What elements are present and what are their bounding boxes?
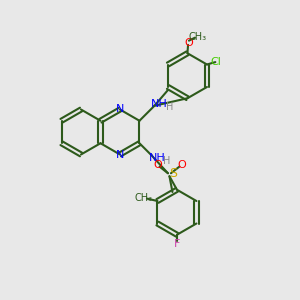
Text: N: N <box>116 149 124 160</box>
Text: O: O <box>153 160 162 170</box>
Text: N: N <box>116 104 124 115</box>
Text: F: F <box>174 239 180 249</box>
Text: H: H <box>164 156 171 166</box>
Text: O: O <box>177 160 186 170</box>
Text: NH: NH <box>151 99 167 109</box>
Text: Cl: Cl <box>211 56 221 67</box>
Text: O: O <box>184 38 193 48</box>
Text: NH: NH <box>148 153 165 163</box>
Text: S: S <box>169 167 178 180</box>
Text: H: H <box>167 102 174 112</box>
Text: CH₃: CH₃ <box>135 193 153 203</box>
Text: CH₃: CH₃ <box>189 32 207 42</box>
